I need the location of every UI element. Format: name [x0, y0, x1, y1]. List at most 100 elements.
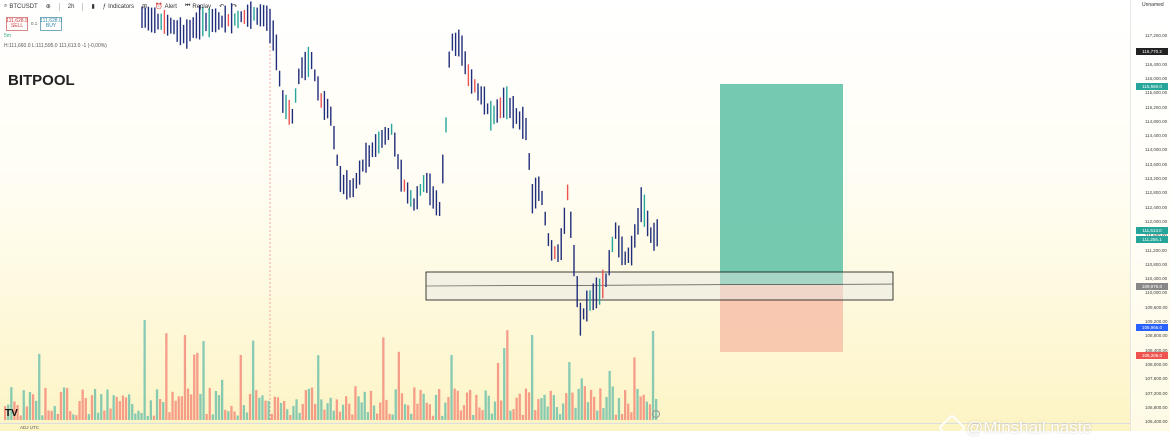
interval-button[interactable]: 2h	[67, 3, 75, 10]
volume-bar	[469, 389, 472, 420]
redo-icon[interactable]: ↷	[232, 4, 238, 10]
top-toolbar: ⌕ BTCUSDT ⊕ 2h ▮ ƒ Indicators ⊞ ⏰ Alert …	[0, 0, 1130, 13]
volume-bar	[255, 390, 258, 420]
volume-bar	[633, 357, 636, 420]
volume-bar	[134, 413, 137, 420]
volume-bar	[13, 401, 16, 420]
volume-bar	[177, 396, 180, 420]
volume-bar	[196, 352, 199, 420]
watermark-logo-icon	[937, 413, 967, 442]
volume-bar	[118, 401, 121, 420]
volume-bar	[286, 409, 289, 420]
volume-bar	[168, 412, 171, 420]
volume-bar	[180, 396, 183, 420]
volume-bar	[329, 397, 332, 420]
volume-bar	[245, 412, 249, 420]
volume-bar	[183, 335, 187, 420]
brand-label: BITPOOL	[8, 72, 75, 89]
indicators-icon: ƒ	[102, 3, 107, 10]
volume-bar	[571, 392, 574, 420]
volume-bar	[78, 401, 81, 420]
add-symbol-button[interactable]: ⊕	[45, 4, 51, 10]
volume-bar	[193, 354, 196, 420]
volume-bar	[320, 399, 323, 420]
volume-bar	[540, 398, 543, 420]
volume-bar	[345, 396, 348, 420]
volume-bar	[72, 414, 75, 420]
sell-button[interactable]: 111,628.9 SELL	[6, 17, 28, 31]
spread-value: 0.1	[31, 21, 38, 26]
price-tick: 114,800.00	[1145, 118, 1168, 124]
volume-bar	[555, 407, 559, 420]
volume-bar	[146, 415, 149, 420]
volume-bar	[292, 405, 295, 420]
volume-bar	[112, 395, 115, 420]
volume-bar	[50, 410, 53, 420]
layout-name[interactable]: Unnamed	[1142, 2, 1164, 8]
volume-bar	[444, 402, 447, 420]
volume-bar	[239, 354, 242, 420]
volume-bar	[97, 412, 100, 420]
volume-bar	[496, 362, 500, 420]
take-profit-zone	[720, 84, 843, 285]
volume-bar	[568, 362, 571, 420]
replay-icon: ⏮	[184, 3, 191, 9]
volume-bar	[137, 410, 140, 420]
volume-bar	[283, 401, 286, 420]
volume-bar	[366, 412, 369, 420]
tradingview-logo[interactable]: TV	[5, 408, 18, 419]
price-tick: 108,400.00	[1145, 347, 1168, 353]
volume-bar	[580, 378, 583, 420]
volume-bar	[518, 393, 521, 420]
volume-bar	[453, 388, 456, 420]
symbol-search[interactable]: ⌕ BTCUSDT	[4, 3, 38, 10]
volume-bar	[493, 401, 497, 420]
volume-bar	[512, 409, 515, 420]
volume-bar	[190, 394, 193, 420]
volume-bar	[608, 370, 611, 420]
price-tick: 112,000.00	[1145, 218, 1168, 224]
alarm-icon: ⏰	[155, 4, 163, 10]
price-chart[interactable]	[0, 0, 1130, 425]
price-tick: 108,800.00	[1145, 333, 1168, 339]
volume-bar	[354, 386, 357, 420]
price-tick: 114,000.00	[1145, 147, 1168, 153]
undo-icon[interactable]: ↶	[219, 4, 225, 10]
volume-bar	[487, 395, 490, 420]
price-tick: 116,400.00	[1145, 61, 1168, 67]
volume-bar	[217, 395, 221, 420]
volume-bar	[16, 405, 19, 420]
templates-icon[interactable]: ⊞	[142, 4, 148, 10]
alert-button[interactable]: ⏰ Alert	[155, 3, 177, 11]
price-tag: 108,966.0	[1136, 324, 1168, 331]
volume-bar	[115, 396, 118, 420]
volume-bar	[450, 355, 453, 420]
support-zone	[425, 271, 894, 301]
indicators-button[interactable]: ƒ Indicators	[102, 3, 135, 10]
volume-bar	[270, 413, 273, 420]
price-tag: 111,613.0	[1136, 227, 1168, 234]
volume-bar	[385, 399, 388, 420]
buy-button[interactable]: 111,628.0 BUY	[40, 17, 62, 31]
volume-bar	[620, 414, 624, 420]
price-tag: 116,770.2	[1136, 48, 1168, 55]
volume-bar	[279, 402, 283, 420]
bar-style-icon[interactable]: ▮	[91, 4, 95, 10]
volume-bar	[506, 330, 509, 420]
volume-bar	[332, 410, 335, 420]
volume-bar	[410, 413, 413, 420]
volume-bar	[552, 395, 555, 420]
gear-icon[interactable]	[652, 410, 660, 418]
volume-bar	[22, 390, 25, 420]
volume-bar	[100, 394, 103, 420]
volume-bar	[267, 400, 270, 420]
price-axis[interactable]: 117,200.00116,800.00116,400.00116,000.00…	[1130, 0, 1170, 431]
volume-bar	[462, 405, 466, 420]
volume-bar	[124, 397, 128, 420]
volume-bar	[233, 411, 236, 420]
volume-bar	[121, 395, 125, 420]
replay-button[interactable]: ⏮ Replay	[184, 3, 212, 10]
volume-bar	[577, 388, 580, 420]
volume-bar	[214, 390, 218, 420]
symbol-label: BTCUSDT	[9, 3, 38, 10]
